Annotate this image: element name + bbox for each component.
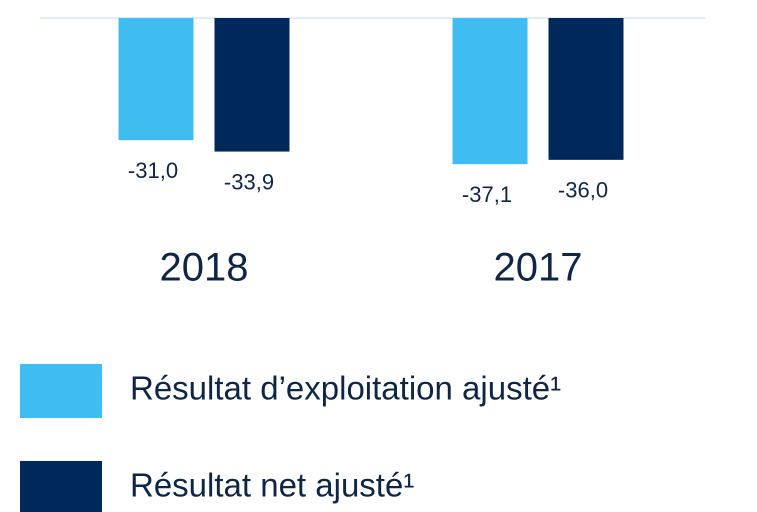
legend-swatch — [20, 461, 102, 512]
x-tick-label: 2018 — [160, 246, 249, 290]
value-label: -33,9 — [224, 169, 274, 194]
bar — [548, 18, 624, 160]
x-tick-label: 2017 — [494, 246, 583, 290]
bar — [452, 18, 528, 165]
value-label: -36,0 — [558, 178, 608, 203]
bar — [118, 18, 194, 141]
legend-swatch — [20, 364, 102, 418]
value-label: -37,1 — [462, 182, 512, 207]
bar — [214, 18, 290, 152]
legend-label: Résultat d’exploitation ajusté¹ — [130, 370, 561, 407]
legend-label: Résultat net ajusté¹ — [130, 467, 414, 504]
value-label: -31,0 — [128, 158, 178, 183]
